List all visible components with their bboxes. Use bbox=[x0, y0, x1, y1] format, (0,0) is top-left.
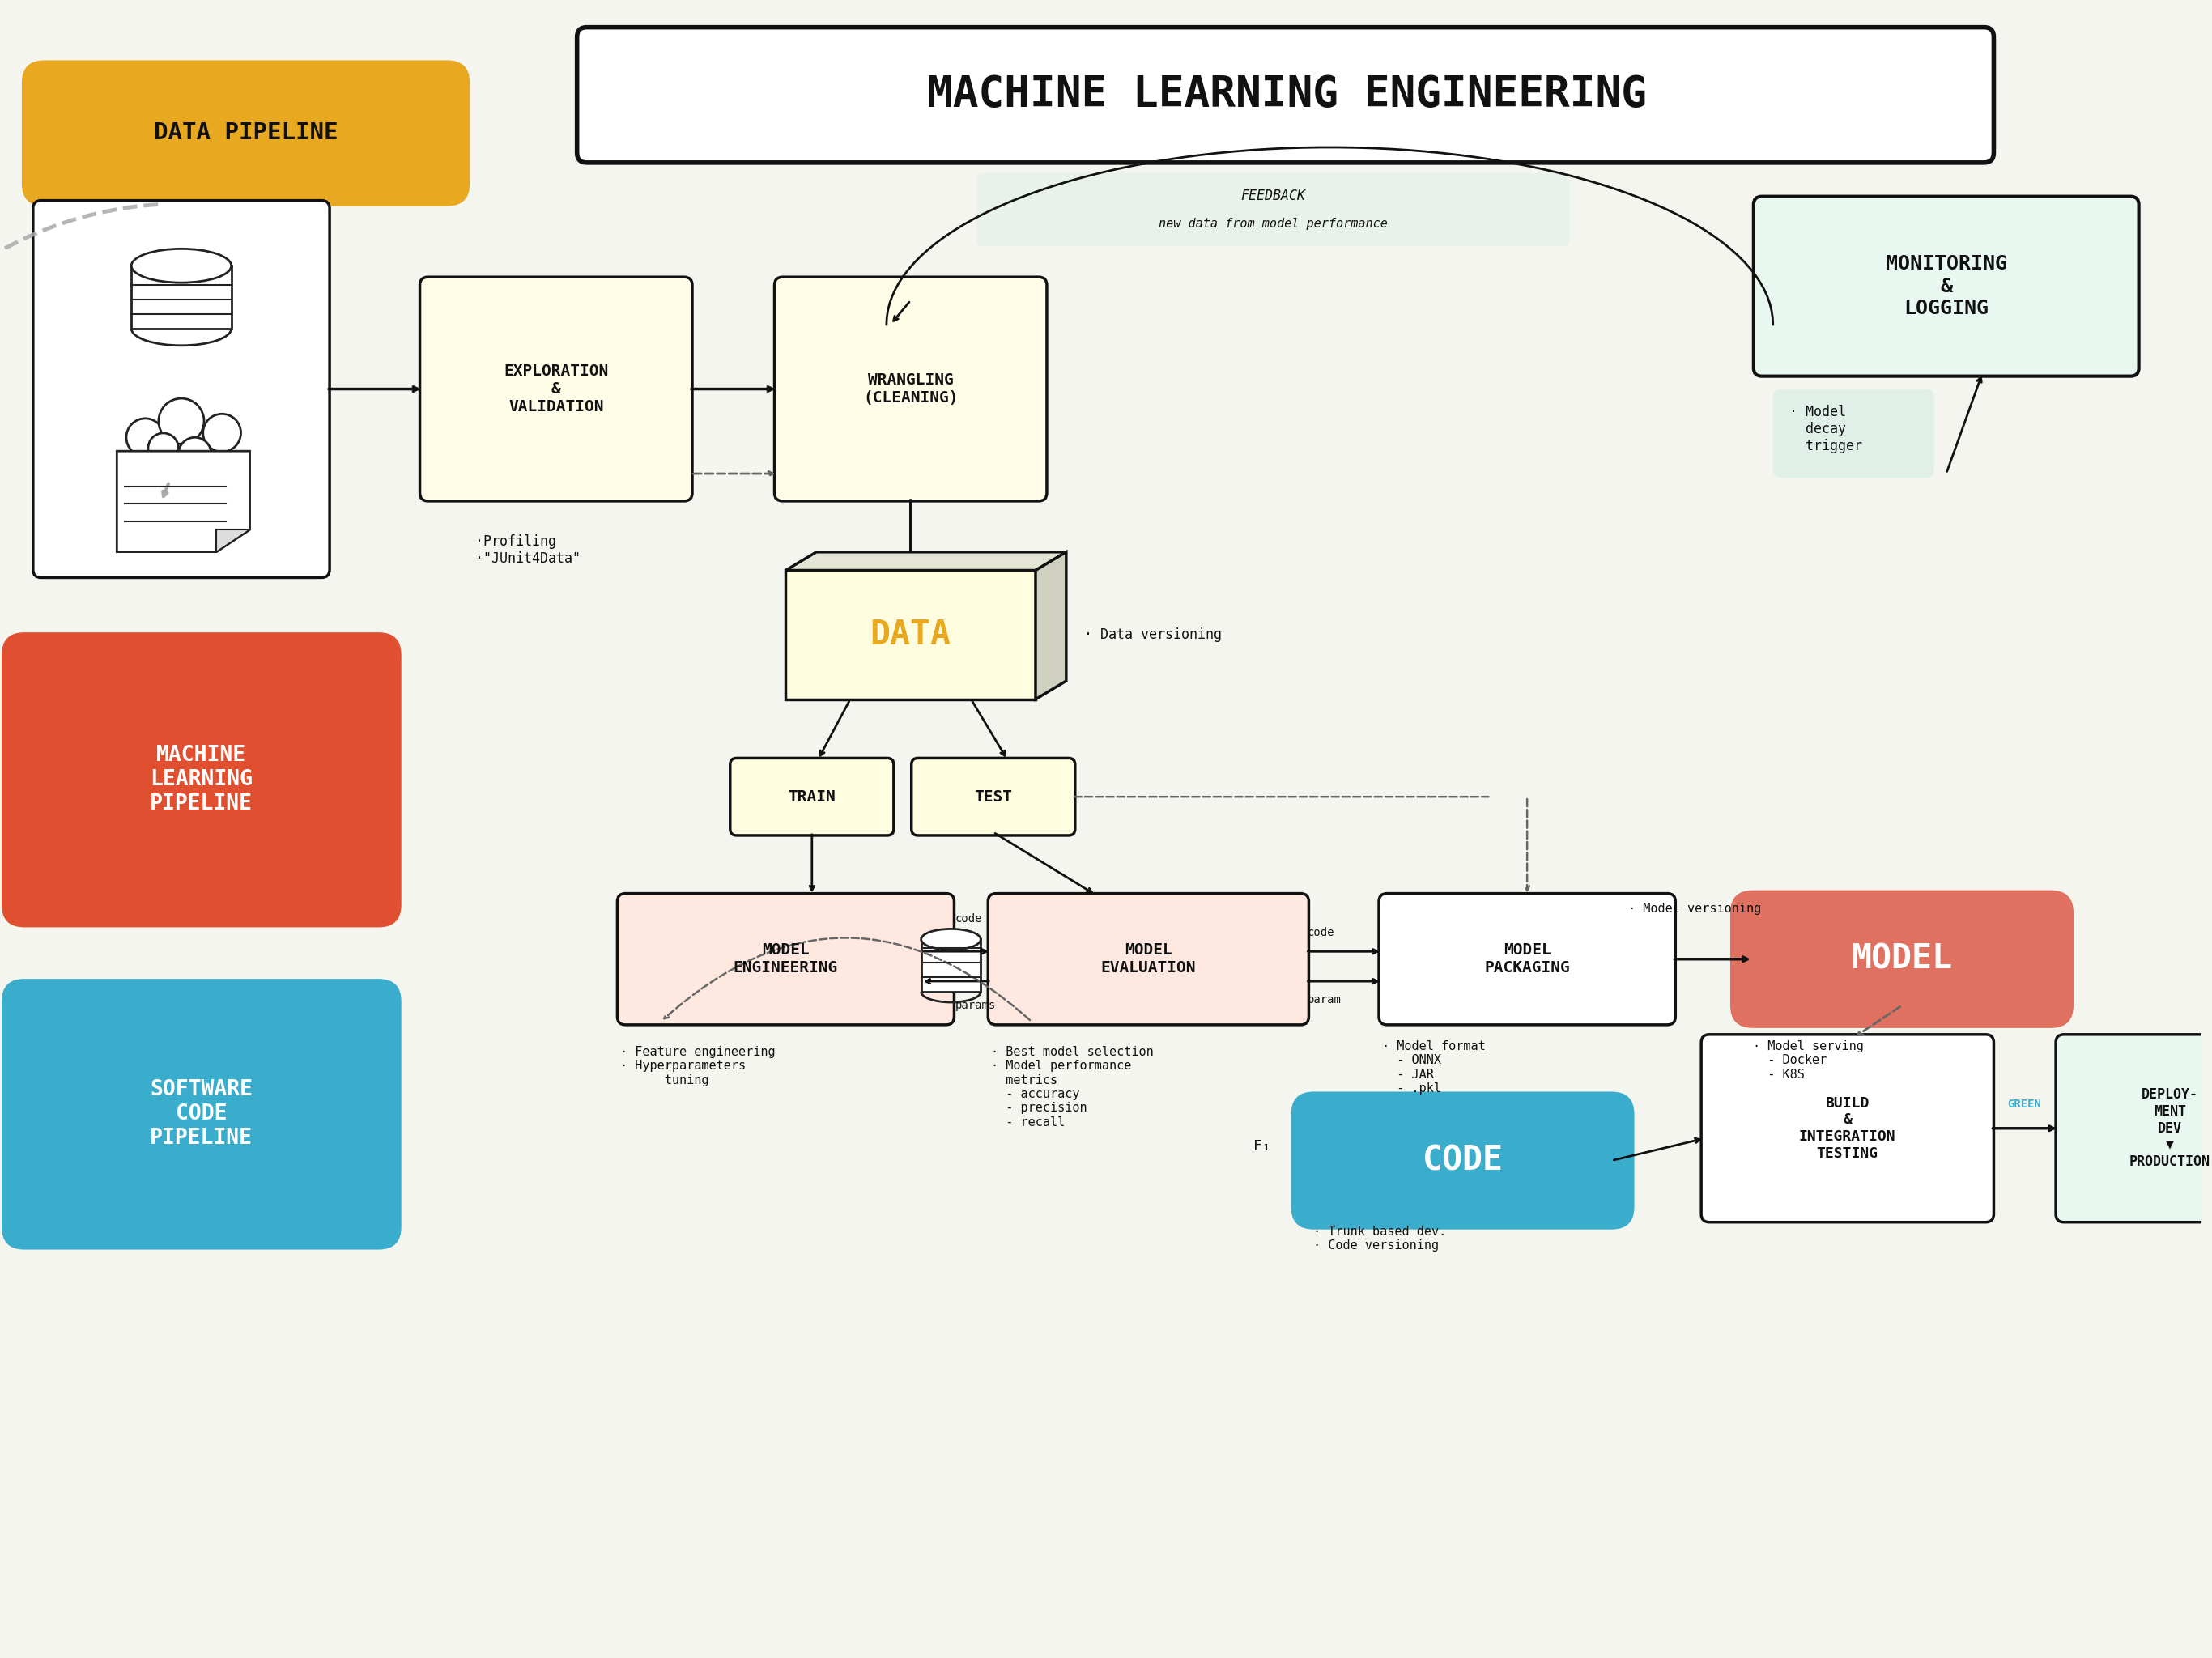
FancyBboxPatch shape bbox=[44, 211, 321, 569]
FancyBboxPatch shape bbox=[1774, 390, 1933, 478]
Text: F₁: F₁ bbox=[1254, 1139, 1270, 1154]
Text: param: param bbox=[1307, 995, 1340, 1005]
Polygon shape bbox=[217, 529, 250, 552]
FancyBboxPatch shape bbox=[1754, 196, 2139, 376]
Text: MODEL
PACKAGING: MODEL PACKAGING bbox=[1484, 942, 1571, 975]
FancyBboxPatch shape bbox=[1378, 894, 1674, 1025]
Text: params: params bbox=[956, 1000, 995, 1011]
Circle shape bbox=[159, 398, 204, 444]
Text: EXPLORATION
&
VALIDATION: EXPLORATION & VALIDATION bbox=[504, 363, 608, 414]
Polygon shape bbox=[785, 552, 1066, 570]
Text: TRAIN: TRAIN bbox=[787, 789, 836, 804]
Circle shape bbox=[148, 433, 179, 463]
FancyBboxPatch shape bbox=[774, 277, 1046, 501]
Text: BUILD
&
INTEGRATION
TESTING: BUILD & INTEGRATION TESTING bbox=[1798, 1096, 1896, 1161]
Text: DATA PIPELINE: DATA PIPELINE bbox=[153, 121, 338, 144]
FancyBboxPatch shape bbox=[617, 894, 953, 1025]
Text: MODEL: MODEL bbox=[1851, 942, 1953, 977]
FancyBboxPatch shape bbox=[1701, 1035, 1993, 1222]
Text: code: code bbox=[1307, 927, 1334, 938]
FancyBboxPatch shape bbox=[33, 201, 330, 577]
FancyBboxPatch shape bbox=[911, 758, 1075, 836]
Polygon shape bbox=[920, 940, 980, 991]
Text: SOFTWARE
CODE
PIPELINE: SOFTWARE CODE PIPELINE bbox=[150, 1079, 252, 1149]
FancyBboxPatch shape bbox=[420, 277, 692, 501]
Text: new data from model performance: new data from model performance bbox=[1159, 217, 1387, 230]
Circle shape bbox=[204, 414, 241, 453]
FancyBboxPatch shape bbox=[1292, 1091, 1635, 1230]
Text: · Model
  decay
  trigger: · Model decay trigger bbox=[1790, 405, 1863, 453]
FancyBboxPatch shape bbox=[577, 27, 1993, 162]
Ellipse shape bbox=[131, 249, 232, 282]
FancyBboxPatch shape bbox=[978, 172, 1571, 247]
Text: GREEN: GREEN bbox=[2008, 1099, 2042, 1111]
Polygon shape bbox=[131, 265, 232, 328]
Text: CODE: CODE bbox=[1422, 1144, 1504, 1177]
FancyBboxPatch shape bbox=[730, 758, 894, 836]
Text: · Model format
  - ONNX
  - JAR
  - .pkl: · Model format - ONNX - JAR - .pkl bbox=[1382, 1040, 1486, 1094]
Polygon shape bbox=[117, 451, 250, 552]
Text: MONITORING
&
LOGGING: MONITORING & LOGGING bbox=[1885, 254, 2006, 318]
Text: ·Profiling
·"JUnit4Data": ·Profiling ·"JUnit4Data" bbox=[476, 534, 582, 565]
FancyBboxPatch shape bbox=[1730, 890, 2073, 1028]
Text: TEST: TEST bbox=[973, 789, 1013, 804]
FancyBboxPatch shape bbox=[2, 632, 400, 927]
Text: WRANGLING
(CLEANING): WRANGLING (CLEANING) bbox=[863, 373, 958, 406]
Text: · Feature engineering
· Hyperparameters
      tuning: · Feature engineering · Hyperparameters … bbox=[622, 1046, 776, 1086]
Text: MACHINE LEARNING ENGINEERING: MACHINE LEARNING ENGINEERING bbox=[927, 75, 1648, 116]
Text: FEEDBACK: FEEDBACK bbox=[1241, 189, 1305, 202]
FancyBboxPatch shape bbox=[2, 978, 400, 1250]
Text: MACHINE
LEARNING
PIPELINE: MACHINE LEARNING PIPELINE bbox=[150, 744, 252, 814]
Text: DATA: DATA bbox=[869, 618, 951, 652]
Text: · Data versioning: · Data versioning bbox=[1084, 627, 1221, 642]
Ellipse shape bbox=[920, 928, 980, 950]
Polygon shape bbox=[1035, 552, 1066, 700]
Text: · Trunk based dev.
· Code versioning: · Trunk based dev. · Code versioning bbox=[1314, 1225, 1447, 1252]
Text: MODEL
ENGINEERING: MODEL ENGINEERING bbox=[734, 942, 838, 975]
Circle shape bbox=[126, 418, 164, 456]
FancyBboxPatch shape bbox=[22, 60, 469, 206]
Circle shape bbox=[179, 438, 210, 469]
FancyBboxPatch shape bbox=[785, 570, 1035, 700]
Text: DEPLOY-
MENT
DEV
▼
PRODUCTION: DEPLOY- MENT DEV ▼ PRODUCTION bbox=[2130, 1088, 2210, 1169]
Text: code: code bbox=[956, 914, 982, 925]
Text: · Model serving
  - Docker
  - K8S: · Model serving - Docker - K8S bbox=[1752, 1040, 1865, 1081]
FancyBboxPatch shape bbox=[989, 894, 1310, 1025]
Text: MODEL
EVALUATION: MODEL EVALUATION bbox=[1102, 942, 1197, 975]
Text: · Best model selection
· Model performance
  metrics
  - accuracy
  - precision
: · Best model selection · Model performan… bbox=[991, 1046, 1155, 1129]
FancyBboxPatch shape bbox=[2055, 1035, 2212, 1222]
Text: · Model versioning: · Model versioning bbox=[1628, 902, 1761, 915]
